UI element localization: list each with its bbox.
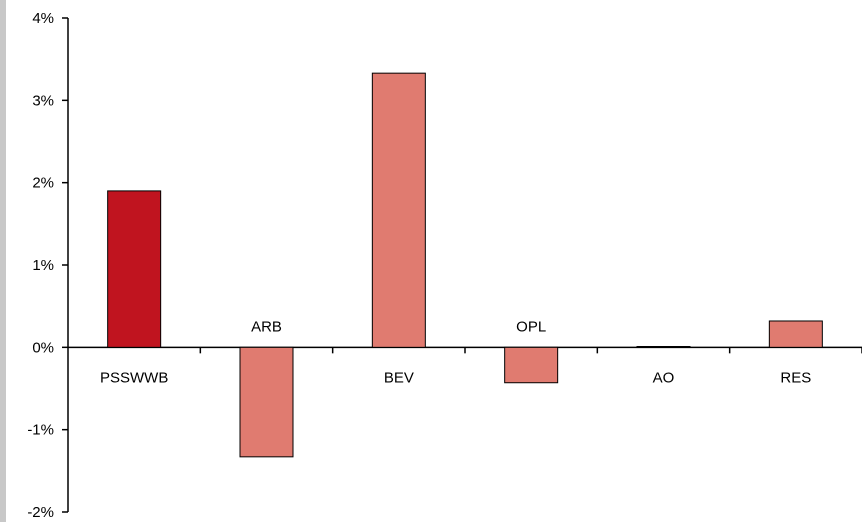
left-edge-bar [0,0,6,522]
y-tick-label: 1% [32,257,54,274]
y-tick-label: -1% [27,422,54,439]
bar-arb [239,346,294,458]
y-tick-label: 4% [32,10,54,27]
labels: 4% 3% 2% 1% 0% -1% -2% PSSWWB ARB BEV OPL AO RES [27,10,811,521]
y-tick-label: 0% [32,339,54,356]
category-label-res: RES [780,369,811,386]
bar-psswwb [107,190,162,348]
category-label-psswwb: PSSWWB [100,369,168,386]
bar-ao [636,346,691,349]
y-tick-label: -2% [27,504,54,521]
category-label-bev: BEV [384,369,414,386]
bar-res [768,320,823,348]
bar-opl [504,346,559,384]
axes [62,17,862,513]
bars [107,72,823,458]
category-label-opl: OPL [516,318,546,335]
category-label-arb: ARB [251,318,282,335]
y-tick-label: 2% [32,175,54,192]
y-tick-label: 3% [32,92,54,109]
bar-bev [371,72,426,348]
category-label-ao: AO [653,369,675,386]
